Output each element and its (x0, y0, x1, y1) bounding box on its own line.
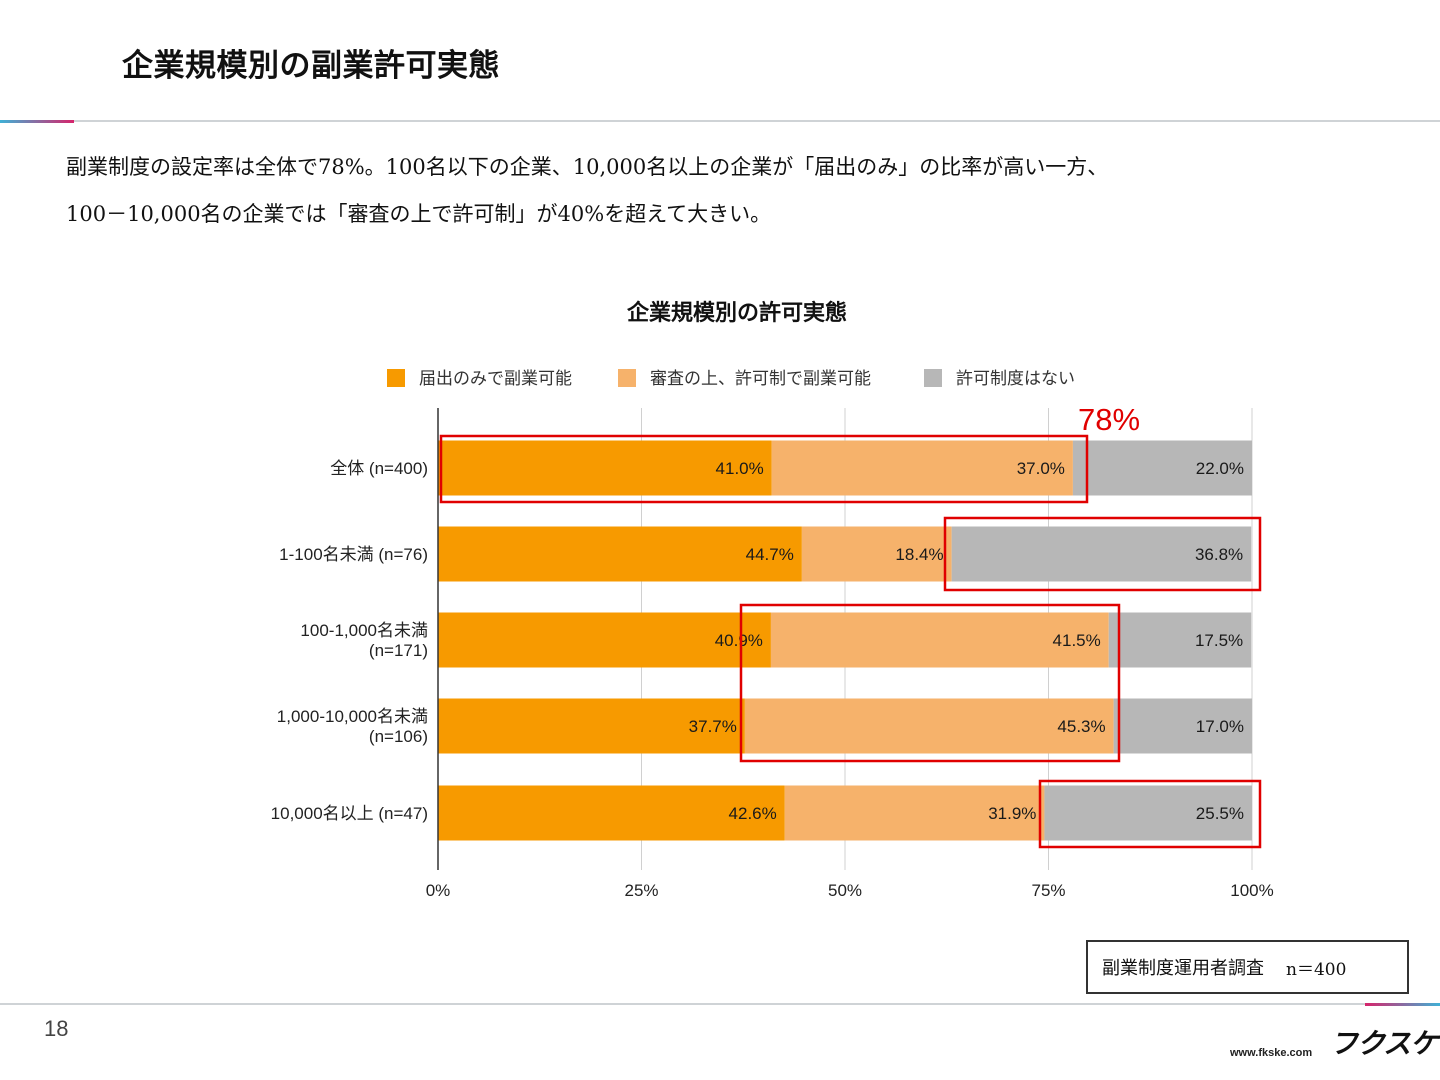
bar-data-label-r1-s0: 44.7% (746, 545, 794, 564)
bar-segment-r4-s1 (784, 785, 1045, 841)
legend-label-1: 審査の上、許可制で副業可能 (650, 369, 871, 388)
bar-segment-r0-s1 (771, 440, 1073, 496)
bar-segment-r3-s1 (744, 698, 1114, 754)
legend-swatch-0 (387, 369, 405, 387)
bar-segment-r4-s2 (1044, 785, 1252, 841)
bar-data-label-r4-s1: 31.9% (988, 804, 1036, 823)
legend-label-0: 届出のみで副業可能 (419, 369, 572, 388)
slide-title: 企業規模別の副業許可実態 (122, 48, 500, 84)
source-label: 副業制度運用者調査 (1102, 958, 1264, 979)
bar-segment-r0-s0 (438, 440, 772, 496)
chart-title: 企業規模別の許可実態 (626, 300, 847, 325)
legend-swatch-2 (924, 369, 942, 387)
header-divider (0, 120, 1440, 122)
bar-data-label-r2-s1: 41.5% (1053, 631, 1101, 650)
footer-divider (0, 1003, 1440, 1005)
bar-data-label-r2-s0: 40.9% (715, 631, 763, 650)
bar-data-label-r0-s2: 22.0% (1196, 459, 1244, 478)
lead-line-2: 100－10,000名の企業では「審査の上で許可制」が40%を超えて大きい。 (66, 202, 772, 226)
annotation-78-percent: 78% (1078, 402, 1140, 437)
y-category-label-4: 10,000名以上 (n=47) (271, 804, 428, 823)
bar-segment-r1-s0 (438, 526, 802, 582)
bar-data-label-r0-s1: 37.0% (1017, 459, 1065, 478)
bar-segment-r4-s0 (438, 785, 785, 841)
bar-data-label-r1-s2: 36.8% (1195, 545, 1243, 564)
footer-divider-accent (1365, 1003, 1440, 1006)
bar-data-label-r3-s0: 37.7% (689, 717, 737, 736)
page-number: 18 (44, 1016, 69, 1041)
x-tick-label-25: 25% (624, 881, 658, 900)
source-box: 副業制度運用者調査 n＝400 (1086, 940, 1409, 994)
bar-data-label-r1-s1: 18.4% (895, 545, 943, 564)
bar-data-label-r2-s2: 17.5% (1195, 631, 1243, 650)
highlight-box-2 (739, 603, 1121, 763)
x-tick-label-50: 50% (828, 881, 862, 900)
highlight-box-1 (943, 516, 1262, 592)
bar-segment-r1-s2 (951, 526, 1252, 582)
bar-segment-r3-s0 (438, 698, 745, 754)
y-category-label-2-line2: (n=171) (369, 641, 428, 660)
y-category-label-3-line2: (n=106) (369, 727, 428, 746)
x-tick-label-75: 75% (1031, 881, 1065, 900)
legend-label-2: 許可制度はない (956, 369, 1075, 388)
bar-data-label-r3-s1: 45.3% (1057, 717, 1105, 736)
bar-segment-r2-s1 (770, 612, 1109, 668)
lead-line-1: 副業制度の設定率は全体で78%。100名以下の企業、10,000名以上の企業が「… (66, 155, 1109, 179)
bar-segment-r3-s2 (1113, 698, 1252, 754)
legend-swatch-1 (618, 369, 636, 387)
y-category-label-0: 全体 (n=400) (330, 459, 428, 478)
bar-data-label-r0-s0: 41.0% (716, 459, 764, 478)
source-sample-size: n＝400 (1286, 959, 1347, 980)
header-divider-accent (0, 120, 74, 123)
company-url: www.fkske.com (1230, 1047, 1313, 1059)
bar-segment-r2-s0 (438, 612, 771, 668)
bar-data-label-r3-s2: 17.0% (1196, 717, 1244, 736)
bar-segment-r2-s2 (1108, 612, 1252, 668)
bar-data-label-r4-s0: 42.6% (729, 804, 777, 823)
y-category-label-1: 1-100名未満 (n=76) (279, 545, 428, 564)
lead-text: 副業制度の設定率は全体で78%。100名以下の企業、10,000名以上の企業が「… (66, 144, 1386, 238)
y-category-label-3-line1: 1,000-10,000名未満 (277, 707, 428, 726)
bar-segment-r1-s1 (801, 526, 952, 582)
highlight-box-3 (1038, 779, 1262, 849)
bar-segment-r0-s2 (1072, 440, 1252, 496)
bar-data-label-r4-s2: 25.5% (1196, 804, 1244, 823)
y-category-label-2-line1: 100-1,000名未満 (300, 621, 428, 640)
highlight-box-0 (439, 434, 1089, 504)
x-tick-label-0: 0% (426, 881, 451, 900)
company-logo: フクスケ (1330, 1027, 1438, 1060)
x-tick-label-100: 100% (1230, 881, 1273, 900)
